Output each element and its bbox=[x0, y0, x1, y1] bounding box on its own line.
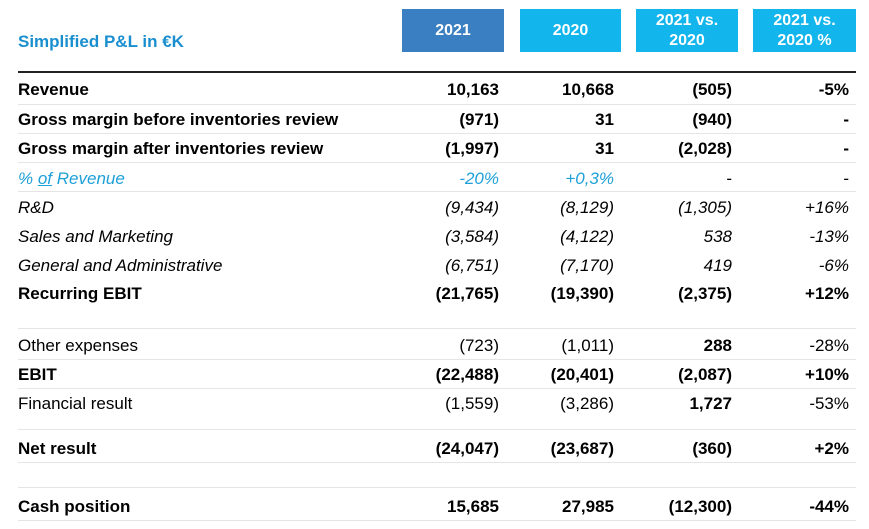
value-2021: (971) bbox=[459, 110, 499, 129]
table-row: Recurring EBIT (21,765) (19,390) (2,375)… bbox=[0, 284, 869, 308]
value-diff-pct: -13% bbox=[809, 227, 849, 246]
table-row: Revenue 10,163 10,668 (505) -5% bbox=[0, 80, 869, 105]
value-2021: (1,997) bbox=[445, 139, 499, 158]
value-diff: 288 bbox=[703, 336, 732, 355]
value-2020: (19,390) bbox=[550, 284, 614, 303]
table-row: Net result (24,047) (23,687) (360) +2% bbox=[0, 439, 869, 463]
value-diff: (940) bbox=[692, 110, 732, 129]
value-diff-pct: - bbox=[843, 169, 849, 188]
row-label: Other expenses bbox=[18, 336, 139, 355]
value-diff: 1,727 bbox=[689, 394, 732, 413]
table-row: Sales and Marketing (3,584) (4,122) 538 … bbox=[0, 227, 869, 250]
row-label: Net result bbox=[18, 439, 97, 458]
value-2020: +0,3% bbox=[565, 169, 614, 188]
column-header-2020: 2020 bbox=[520, 9, 621, 52]
row-separator bbox=[18, 520, 856, 521]
section-rule bbox=[18, 328, 856, 329]
label-part: Revenue bbox=[52, 169, 125, 188]
row-label: Revenue bbox=[18, 80, 89, 99]
value-2020: (7,170) bbox=[560, 256, 614, 275]
value-diff-pct: +10% bbox=[805, 365, 849, 384]
value-2021: (723) bbox=[459, 336, 499, 355]
value-diff: (2,375) bbox=[678, 284, 732, 303]
value-2021: (6,751) bbox=[445, 256, 499, 275]
label-part: % bbox=[18, 169, 38, 188]
value-2020: (1,011) bbox=[561, 336, 614, 355]
value-diff-pct: - bbox=[843, 110, 849, 129]
row-separator bbox=[18, 388, 856, 389]
value-2020: (3,286) bbox=[560, 394, 614, 413]
value-diff-pct: -6% bbox=[818, 256, 849, 275]
value-diff: 538 bbox=[703, 227, 732, 246]
value-2020: 31 bbox=[595, 139, 614, 158]
row-separator bbox=[18, 359, 856, 360]
row-separator bbox=[18, 462, 856, 463]
value-2021: -20% bbox=[459, 169, 499, 188]
table-row: Financial result (1,559) (3,286) 1,727 -… bbox=[0, 394, 869, 418]
value-2021: (1,559) bbox=[445, 394, 499, 413]
row-label: % of Revenue bbox=[18, 169, 125, 189]
section-rule bbox=[18, 487, 856, 488]
row-label: General and Administrative bbox=[18, 256, 223, 275]
value-2021: 15,685 bbox=[447, 497, 499, 516]
value-2020: (4,122) bbox=[560, 227, 614, 246]
value-2021: (21,765) bbox=[435, 284, 499, 303]
table-row: Other expenses (723) (1,011) 288 -28% bbox=[0, 336, 869, 360]
value-diff-pct: +12% bbox=[805, 284, 849, 303]
row-separator bbox=[18, 191, 856, 192]
row-separator bbox=[18, 133, 856, 134]
row-separator bbox=[18, 162, 856, 163]
value-diff-pct: +2% bbox=[814, 439, 850, 458]
column-header-diff: 2021 vs. 2020 bbox=[636, 9, 738, 52]
value-2020: (8,129) bbox=[560, 198, 614, 217]
value-diff: (360) bbox=[692, 439, 732, 458]
value-diff: (2,028) bbox=[678, 139, 732, 158]
value-2020: 31 bbox=[595, 110, 614, 129]
row-label: Recurring EBIT bbox=[18, 284, 142, 303]
value-diff-pct: - bbox=[843, 139, 849, 158]
value-diff: (2,087) bbox=[678, 365, 732, 384]
row-label: Sales and Marketing bbox=[18, 227, 173, 246]
value-diff-pct: +16% bbox=[805, 198, 849, 217]
table-row: Gross margin before inventories review (… bbox=[0, 110, 869, 134]
header-rule bbox=[18, 71, 856, 73]
value-diff: (12,300) bbox=[668, 497, 732, 516]
table-row: R&D (9,434) (8,129) (1,305) +16% bbox=[0, 198, 869, 221]
section-rule bbox=[18, 429, 856, 430]
value-diff: 419 bbox=[703, 256, 732, 275]
row-label: Gross margin before inventories review bbox=[18, 110, 339, 129]
row-label: EBIT bbox=[18, 365, 57, 384]
value-2021: (9,434) bbox=[445, 198, 499, 217]
row-separator bbox=[18, 104, 856, 105]
value-2020: 27,985 bbox=[562, 497, 614, 516]
value-diff-pct: -5% bbox=[818, 80, 849, 99]
table-row: General and Administrative (6,751) (7,17… bbox=[0, 256, 869, 279]
value-2020: (20,401) bbox=[550, 365, 614, 384]
column-header-2021: 2021 bbox=[402, 9, 504, 52]
table-title: Simplified P&L in €K bbox=[18, 32, 184, 51]
value-2021: (22,488) bbox=[435, 365, 499, 384]
value-diff-pct: -53% bbox=[809, 394, 849, 413]
table-row: EBIT (22,488) (20,401) (2,087) +10% bbox=[0, 365, 869, 389]
value-diff: (1,305) bbox=[678, 198, 732, 217]
row-label: Cash position bbox=[18, 497, 131, 516]
value-2021: (3,584) bbox=[445, 227, 499, 246]
row-label: Gross margin after inventories review bbox=[18, 139, 324, 158]
value-2020: 10,668 bbox=[562, 80, 614, 99]
row-label: R&D bbox=[18, 198, 54, 217]
table-row: Cash position 15,685 27,985 (12,300) -44… bbox=[0, 497, 869, 521]
value-diff: - bbox=[726, 169, 732, 188]
value-2021: (24,047) bbox=[435, 439, 499, 458]
value-diff-pct: -44% bbox=[809, 497, 849, 516]
value-diff-pct: -28% bbox=[809, 336, 849, 355]
label-part: of bbox=[37, 169, 53, 188]
value-2020: (23,687) bbox=[550, 439, 614, 458]
table-row: Gross margin after inventories review (1… bbox=[0, 139, 869, 163]
column-header-diff-pct: 2021 vs. 2020 % bbox=[753, 9, 856, 52]
table-row: % of Revenue -20% +0,3% - - bbox=[0, 169, 869, 192]
row-label: Financial result bbox=[18, 394, 133, 413]
value-diff: (505) bbox=[692, 80, 732, 99]
value-2021: 10,163 bbox=[447, 80, 499, 99]
